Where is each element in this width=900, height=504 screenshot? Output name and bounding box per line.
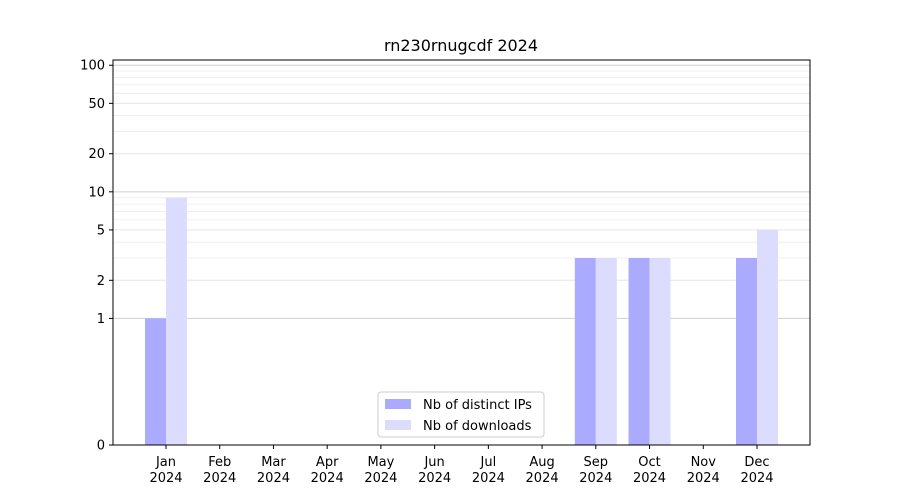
- x-tick-label-year: 2024: [633, 471, 666, 486]
- x-tick-label-month: Aug: [529, 455, 554, 470]
- x-tick-label-year: 2024: [740, 471, 773, 486]
- y-tick-label: 50: [88, 97, 105, 112]
- legend-label: Nb of distinct IPs: [423, 398, 532, 413]
- legend-label: Nb of downloads: [423, 419, 532, 434]
- bar-distinct-ips: [574, 258, 596, 445]
- x-tick-label-year: 2024: [418, 471, 451, 486]
- x-tick-label-month: Jan: [155, 455, 176, 470]
- y-tick-label: 0: [97, 439, 105, 454]
- bar-distinct-ips: [736, 258, 757, 445]
- y-tick-label: 1: [97, 312, 105, 327]
- y-tick-label: 5: [97, 223, 105, 238]
- y-tick-label: 2: [97, 274, 105, 289]
- bar-distinct-ips: [145, 318, 166, 445]
- y-tick-label: 10: [88, 185, 105, 200]
- chart-title: rn230rnugcdf 2024: [384, 36, 538, 55]
- y-axis: 0 1 2 5 10 20 50 100: [80, 59, 113, 454]
- x-axis: Jan2024Feb2024Mar2024Apr2024May2024Jun20…: [149, 445, 774, 486]
- bar-downloads: [757, 229, 778, 445]
- x-tick-label-month: Oct: [638, 455, 660, 470]
- x-tick-label-year: 2024: [472, 471, 505, 486]
- x-tick-label-year: 2024: [364, 471, 397, 486]
- y-tick-label: 100: [80, 59, 105, 74]
- x-tick-label-month: Apr: [316, 455, 339, 470]
- x-tick-label-month: Dec: [744, 455, 769, 470]
- x-tick-label-month: Mar: [261, 455, 286, 470]
- grid-lines: [113, 64, 810, 319]
- x-tick-label-month: Jun: [423, 455, 444, 470]
- x-tick-label-month: Feb: [208, 455, 231, 470]
- x-tick-label-year: 2024: [311, 471, 344, 486]
- bar-downloads: [166, 197, 187, 445]
- plot-area-frame: [112, 59, 811, 446]
- x-tick-label-month: May: [367, 455, 394, 470]
- x-tick-label-year: 2024: [579, 471, 612, 486]
- bars: [145, 197, 778, 445]
- x-tick-label-year: 2024: [687, 471, 720, 486]
- bar-downloads: [649, 258, 671, 445]
- x-tick-label-month: Sep: [584, 455, 609, 470]
- legend: Nb of distinct IPs Nb of downloads: [377, 391, 545, 438]
- bar-distinct-ips: [628, 258, 650, 445]
- x-tick-label-year: 2024: [203, 471, 236, 486]
- legend-swatch: [385, 420, 411, 430]
- x-tick-label-year: 2024: [526, 471, 559, 486]
- legend-swatch: [385, 399, 411, 409]
- x-tick-label-year: 2024: [149, 471, 182, 486]
- bar-downloads: [595, 258, 617, 445]
- x-tick-label-month: Jul: [480, 455, 497, 470]
- x-tick-label-year: 2024: [257, 471, 290, 486]
- legend-box: [377, 391, 545, 438]
- y-tick-label: 20: [88, 147, 105, 162]
- x-tick-label-month: Nov: [691, 455, 717, 470]
